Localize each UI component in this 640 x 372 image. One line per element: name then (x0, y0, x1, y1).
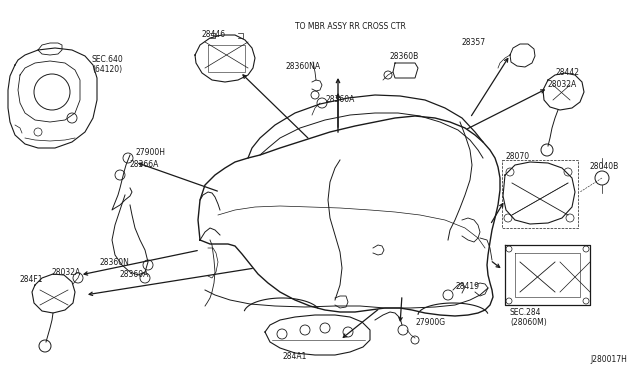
Text: 284A1: 284A1 (283, 352, 307, 361)
Bar (502, 160, 578, 228)
Text: SEC.284: SEC.284 (510, 308, 541, 317)
Text: 28360N: 28360N (100, 258, 130, 267)
Text: 284F1: 284F1 (20, 275, 44, 284)
Text: 28446: 28446 (202, 30, 226, 39)
Text: 28360NA: 28360NA (285, 62, 320, 71)
Text: (64120): (64120) (92, 65, 122, 74)
Text: (28060M): (28060M) (510, 318, 547, 327)
Text: 28419: 28419 (455, 282, 479, 291)
Text: 27900G: 27900G (415, 318, 445, 327)
Text: 28360A: 28360A (325, 95, 355, 104)
Text: 28360A: 28360A (120, 270, 149, 279)
Text: 28360B: 28360B (390, 52, 419, 61)
Text: TO MBR ASSY RR CROSS CTR: TO MBR ASSY RR CROSS CTR (295, 22, 406, 31)
Text: 28442: 28442 (555, 68, 579, 77)
Text: 28357: 28357 (462, 38, 486, 47)
Text: 27900H: 27900H (135, 148, 165, 157)
Text: 28032A: 28032A (52, 268, 81, 277)
Text: SEC.640: SEC.640 (92, 55, 124, 64)
Text: 28070: 28070 (505, 152, 529, 161)
Text: 28032A: 28032A (548, 80, 577, 89)
Text: 28366A: 28366A (130, 160, 159, 169)
Text: 28040B: 28040B (590, 162, 620, 171)
Text: J280017H: J280017H (590, 355, 627, 364)
